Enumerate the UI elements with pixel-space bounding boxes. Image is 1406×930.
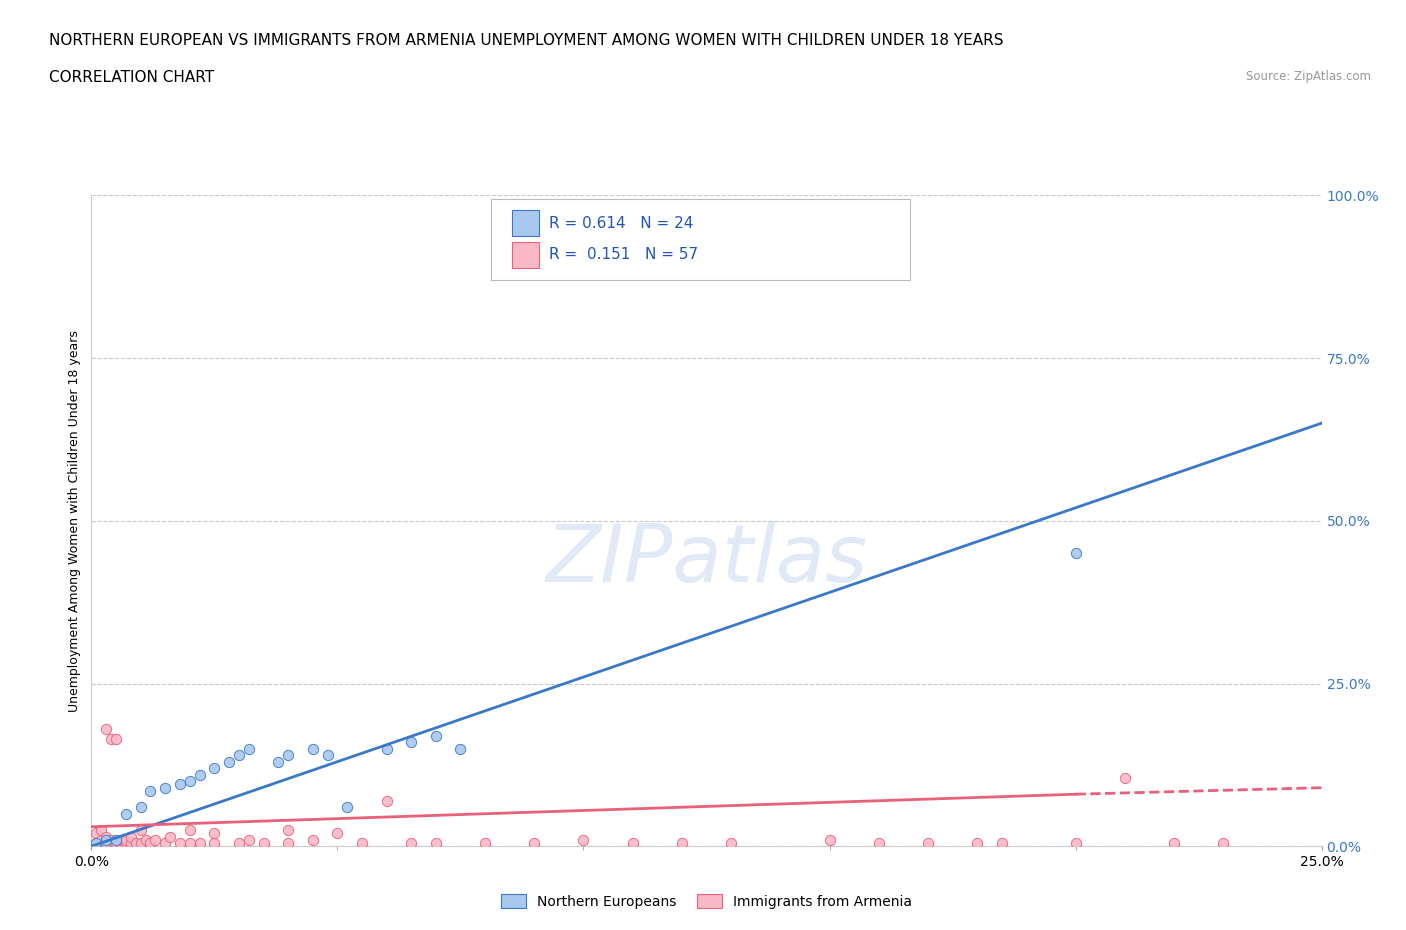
Point bbox=[105, 832, 127, 847]
Point bbox=[267, 754, 290, 769]
Point bbox=[129, 800, 152, 815]
Point bbox=[326, 826, 349, 841]
Point bbox=[375, 793, 398, 808]
FancyBboxPatch shape bbox=[512, 242, 540, 268]
Point bbox=[86, 826, 108, 841]
Point bbox=[228, 748, 250, 763]
Point bbox=[218, 754, 240, 769]
Point bbox=[120, 836, 142, 851]
Point bbox=[449, 741, 471, 756]
Point bbox=[671, 836, 693, 851]
Point bbox=[129, 823, 152, 838]
Point bbox=[474, 836, 496, 851]
Point bbox=[96, 722, 117, 737]
Point bbox=[399, 836, 422, 851]
Point bbox=[179, 836, 201, 851]
Point bbox=[179, 774, 201, 789]
Text: ZIPatlas: ZIPatlas bbox=[546, 521, 868, 599]
Point bbox=[114, 836, 138, 851]
Point bbox=[277, 836, 299, 851]
Point bbox=[86, 836, 108, 851]
Point bbox=[114, 806, 138, 821]
Point bbox=[720, 836, 742, 851]
Point bbox=[202, 826, 225, 841]
Point bbox=[868, 836, 890, 851]
Point bbox=[621, 836, 644, 851]
Text: CORRELATION CHART: CORRELATION CHART bbox=[49, 70, 214, 85]
Point bbox=[96, 830, 117, 844]
Text: Source: ZipAtlas.com: Source: ZipAtlas.com bbox=[1246, 70, 1371, 83]
Point bbox=[301, 832, 323, 847]
Point bbox=[1064, 836, 1087, 851]
Point bbox=[105, 836, 127, 851]
Point bbox=[917, 836, 939, 851]
Point bbox=[90, 832, 112, 847]
FancyBboxPatch shape bbox=[512, 210, 540, 236]
Point bbox=[135, 832, 156, 847]
Point bbox=[169, 836, 191, 851]
Point bbox=[110, 836, 132, 851]
Point bbox=[1163, 836, 1185, 851]
Point bbox=[990, 836, 1012, 851]
Point bbox=[1212, 836, 1234, 851]
Point bbox=[120, 830, 142, 844]
Point bbox=[1064, 546, 1087, 561]
Point bbox=[238, 832, 260, 847]
Point bbox=[966, 836, 988, 851]
Point bbox=[100, 832, 122, 847]
Point bbox=[110, 832, 132, 847]
Point bbox=[159, 830, 181, 844]
Point bbox=[114, 832, 138, 847]
Point bbox=[124, 836, 146, 851]
Point bbox=[202, 836, 225, 851]
Point bbox=[100, 731, 122, 746]
Point bbox=[399, 735, 422, 750]
Point bbox=[153, 836, 177, 851]
Point bbox=[523, 836, 546, 851]
Point bbox=[169, 777, 191, 792]
Point bbox=[253, 836, 276, 851]
FancyBboxPatch shape bbox=[491, 199, 910, 280]
Point bbox=[202, 761, 225, 776]
Point bbox=[129, 836, 152, 851]
Point bbox=[425, 728, 447, 743]
Text: R =  0.151   N = 57: R = 0.151 N = 57 bbox=[548, 247, 699, 262]
Point bbox=[425, 836, 447, 851]
Point bbox=[86, 836, 108, 851]
Point bbox=[572, 832, 595, 847]
Point bbox=[277, 823, 299, 838]
Point bbox=[238, 741, 260, 756]
Point bbox=[336, 800, 359, 815]
Point bbox=[96, 832, 117, 847]
Point bbox=[145, 832, 166, 847]
Point bbox=[105, 731, 127, 746]
Point bbox=[301, 741, 323, 756]
Legend: Northern Europeans, Immigrants from Armenia: Northern Europeans, Immigrants from Arme… bbox=[495, 889, 918, 914]
Point bbox=[316, 748, 339, 763]
Point bbox=[153, 780, 177, 795]
Point bbox=[188, 767, 211, 782]
Y-axis label: Unemployment Among Women with Children Under 18 years: Unemployment Among Women with Children U… bbox=[67, 330, 82, 711]
Point bbox=[179, 823, 201, 838]
Point bbox=[352, 836, 374, 851]
Point bbox=[818, 832, 841, 847]
Point bbox=[1114, 770, 1136, 785]
Point bbox=[375, 741, 398, 756]
Point bbox=[96, 836, 117, 851]
Point bbox=[188, 836, 211, 851]
Text: NORTHERN EUROPEAN VS IMMIGRANTS FROM ARMENIA UNEMPLOYMENT AMONG WOMEN WITH CHILD: NORTHERN EUROPEAN VS IMMIGRANTS FROM ARM… bbox=[49, 33, 1004, 47]
Point bbox=[139, 836, 162, 851]
Point bbox=[139, 783, 162, 798]
Point bbox=[90, 823, 112, 838]
Point bbox=[228, 836, 250, 851]
Text: R = 0.614   N = 24: R = 0.614 N = 24 bbox=[548, 216, 693, 231]
Point bbox=[277, 748, 299, 763]
